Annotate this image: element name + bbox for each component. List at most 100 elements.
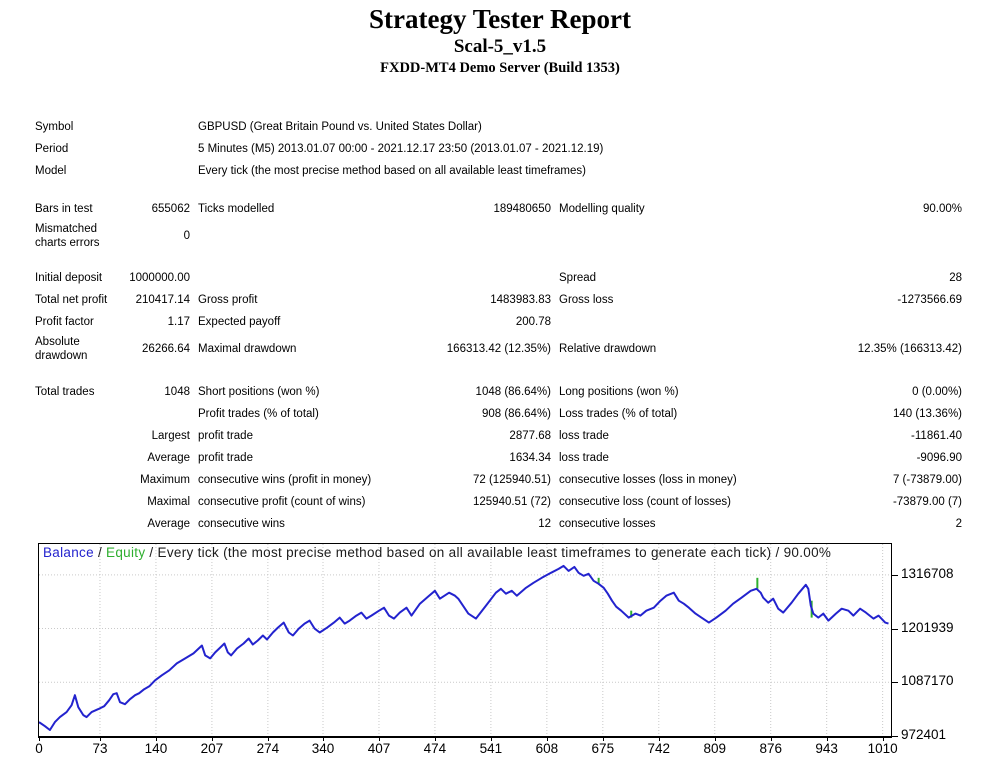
stat-value: 1.17 — [167, 316, 190, 328]
stat-value: 1483983.83 — [490, 294, 551, 306]
stat-label: Profit factor — [35, 316, 94, 328]
x-tick-label: 0 — [35, 741, 43, 756]
stat-value: 12 — [538, 518, 551, 530]
deposit-row: Initial deposit 1000000.00 Spread 28 — [35, 267, 962, 289]
x-tick-mark — [211, 737, 213, 741]
profit-factor-row: Profit factor 1.17 Expected payoff 200.7… — [35, 311, 962, 333]
profit-trades-row: Profit trades (% of total) 908 (86.64%) … — [35, 403, 962, 425]
x-tick-label: 73 — [92, 741, 108, 756]
y-tick-label: 1316708 — [901, 565, 954, 581]
x-tick-mark — [714, 737, 716, 741]
x-tick-label: 608 — [535, 741, 559, 756]
stat-label: Gross loss — [559, 294, 614, 306]
stat-value: 166313.42 (12.35%) — [446, 343, 551, 355]
stat-label: Mismatched charts errors — [35, 223, 100, 249]
symbol-row: Symbol GBPUSD (Great Britain Pound vs. U… — [35, 116, 962, 138]
stat-label: profit trade — [198, 452, 253, 464]
total-trades-row: Total trades 1048 Short positions (won %… — [35, 381, 962, 403]
maximal-consecutive-row: Maximal consecutive profit (count of win… — [35, 491, 962, 513]
x-tick-label: 340 — [311, 741, 335, 756]
legend-description: / Every tick (the most precise method ba… — [145, 545, 832, 560]
test-settings-section: Symbol GBPUSD (Great Britain Pound vs. U… — [35, 116, 962, 182]
balance-equity-chart: Balance / Equity / Every tick (the most … — [38, 543, 892, 738]
stat-label: Ticks modelled — [198, 203, 275, 215]
stat-value: 140 (13.36%) — [892, 408, 962, 420]
x-tick-mark — [490, 737, 492, 741]
stat-label: profit trade — [198, 430, 253, 442]
stat-label: consecutive profit (count of wins) — [198, 496, 366, 508]
x-tick-label: 809 — [703, 741, 727, 756]
x-tick-label: 140 — [144, 741, 168, 756]
x-tick-label: 541 — [479, 741, 503, 756]
stat-label: consecutive wins (profit in money) — [198, 474, 372, 486]
stat-value: -73879.00 (7) — [892, 496, 962, 508]
x-tick-mark — [155, 737, 157, 741]
stat-value: -9096.90 — [916, 452, 962, 464]
y-tick-label: 972401 — [901, 727, 947, 742]
stat-value: 12.35% (166313.42) — [857, 343, 962, 355]
period-row: Period 5 Minutes (M5) 2013.01.07 00:00 -… — [35, 138, 962, 160]
stat-value: GBPUSD (Great Britain Pound vs. United S… — [198, 121, 482, 133]
net-profit-row: Total net profit 210417.14 Gross profit … — [35, 289, 962, 311]
x-tick-mark — [99, 737, 101, 741]
stat-label: Total net profit — [35, 294, 108, 306]
max-consecutive-row: Maximum consecutive wins (profit in mone… — [35, 469, 962, 491]
equity-legend-label: Equity — [106, 545, 146, 560]
strategy-name: Scal-5_v1.5 — [453, 36, 547, 57]
y-tick-mark — [892, 628, 898, 630]
x-tick-label: 274 — [256, 741, 280, 756]
stat-label: Average — [147, 452, 190, 464]
stat-label: Bars in test — [35, 203, 93, 215]
stat-label: Profit trades (% of total) — [198, 408, 319, 420]
stat-value: 1634.34 — [509, 452, 551, 464]
stat-label: Long positions (won %) — [559, 386, 679, 398]
stat-value: 1048 — [164, 386, 190, 398]
stat-value: 655062 — [151, 203, 190, 215]
stat-value: 200.78 — [515, 316, 551, 328]
stat-value: 5 Minutes (M5) 2013.01.07 00:00 - 2021.1… — [198, 143, 604, 155]
x-tick-label: 943 — [815, 741, 838, 756]
x-tick-mark — [882, 737, 884, 741]
trades-section: Total trades 1048 Short positions (won %… — [35, 381, 962, 535]
stat-label: Absolute drawdown — [35, 336, 88, 362]
x-tick-mark — [602, 737, 604, 741]
stat-label: Average — [147, 518, 190, 530]
x-tick-mark — [323, 737, 324, 741]
stat-value: 0 (0.00%) — [912, 386, 962, 398]
stat-label: loss trade — [559, 452, 609, 464]
x-tick-label: 742 — [647, 741, 671, 756]
stat-value: 189480650 — [493, 203, 551, 215]
bars-row: Bars in test 655062 Ticks modelled 18948… — [35, 198, 962, 220]
stat-value: 2 — [955, 518, 962, 530]
x-tick-mark — [378, 737, 380, 741]
stat-value: 7 (-73879.00) — [892, 474, 962, 486]
legend-separator: / — [93, 545, 107, 560]
stat-value: 28 — [949, 272, 962, 284]
stat-value: 2877.68 — [509, 430, 551, 442]
server-build-info: FXDD-MT4 Demo Server (Build 1353) — [380, 60, 620, 76]
stat-value: 210417.14 — [135, 294, 190, 306]
drawdown-row: Absolute drawdown 26266.64 Maximal drawd… — [35, 333, 962, 365]
mismatch-row: Mismatched charts errors 0 — [35, 220, 962, 252]
stat-value: 0 — [183, 230, 190, 242]
stat-label: Gross profit — [198, 294, 258, 306]
balance-legend-label: Balance — [43, 545, 94, 560]
x-tick-label: 1010 — [867, 741, 898, 756]
stat-label: consecutive losses (loss in money) — [559, 474, 737, 486]
avg-consecutive-row: Average consecutive wins 12 consecutive … — [35, 513, 962, 535]
stat-value: 1048 (86.64%) — [475, 386, 551, 398]
stat-label: Maximal — [147, 496, 190, 508]
stat-label: loss trade — [559, 430, 609, 442]
y-tick-mark — [892, 736, 898, 737]
x-tick-mark — [39, 737, 40, 741]
stat-label: Short positions (won %) — [198, 386, 320, 398]
stat-label: Relative drawdown — [559, 343, 657, 355]
model-row: Model Every tick (the most precise metho… — [35, 160, 962, 182]
stat-label: Loss trades (% of total) — [559, 408, 678, 420]
x-tick-label: 207 — [200, 741, 224, 756]
stat-value: 90.00% — [922, 203, 962, 215]
stat-label: consecutive loss (count of losses) — [559, 496, 731, 508]
stat-value: -1273566.69 — [897, 294, 962, 306]
x-tick-mark — [267, 737, 269, 741]
stat-value: 1000000.00 — [129, 272, 190, 284]
